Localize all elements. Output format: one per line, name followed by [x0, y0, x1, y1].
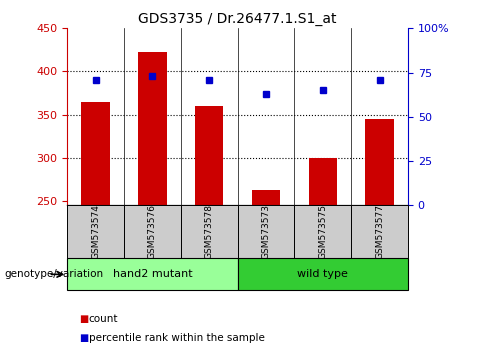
- Bar: [238, 205, 294, 258]
- Text: GSM573578: GSM573578: [204, 204, 214, 259]
- Bar: [252, 190, 280, 205]
- Text: count: count: [89, 314, 118, 324]
- Bar: [124, 205, 181, 258]
- Bar: [309, 158, 337, 205]
- Bar: [294, 205, 351, 258]
- Text: ■: ■: [79, 333, 88, 343]
- Text: wild type: wild type: [298, 269, 348, 279]
- Text: percentile rank within the sample: percentile rank within the sample: [89, 333, 264, 343]
- Text: hand2 mutant: hand2 mutant: [113, 269, 192, 279]
- Text: GSM573573: GSM573573: [262, 204, 271, 259]
- Bar: [67, 205, 124, 258]
- Bar: [82, 102, 110, 205]
- Bar: [238, 258, 408, 290]
- Text: GSM573574: GSM573574: [91, 204, 100, 259]
- Bar: [365, 119, 394, 205]
- Text: GSM573577: GSM573577: [375, 204, 384, 259]
- Text: ■: ■: [79, 314, 88, 324]
- Text: genotype/variation: genotype/variation: [5, 269, 104, 279]
- Text: GSM573576: GSM573576: [148, 204, 157, 259]
- Bar: [67, 258, 238, 290]
- Bar: [351, 205, 408, 258]
- Title: GDS3735 / Dr.26477.1.S1_at: GDS3735 / Dr.26477.1.S1_at: [138, 12, 337, 26]
- Bar: [138, 52, 167, 205]
- Text: GSM573575: GSM573575: [318, 204, 327, 259]
- Bar: [181, 205, 238, 258]
- Bar: [195, 106, 223, 205]
